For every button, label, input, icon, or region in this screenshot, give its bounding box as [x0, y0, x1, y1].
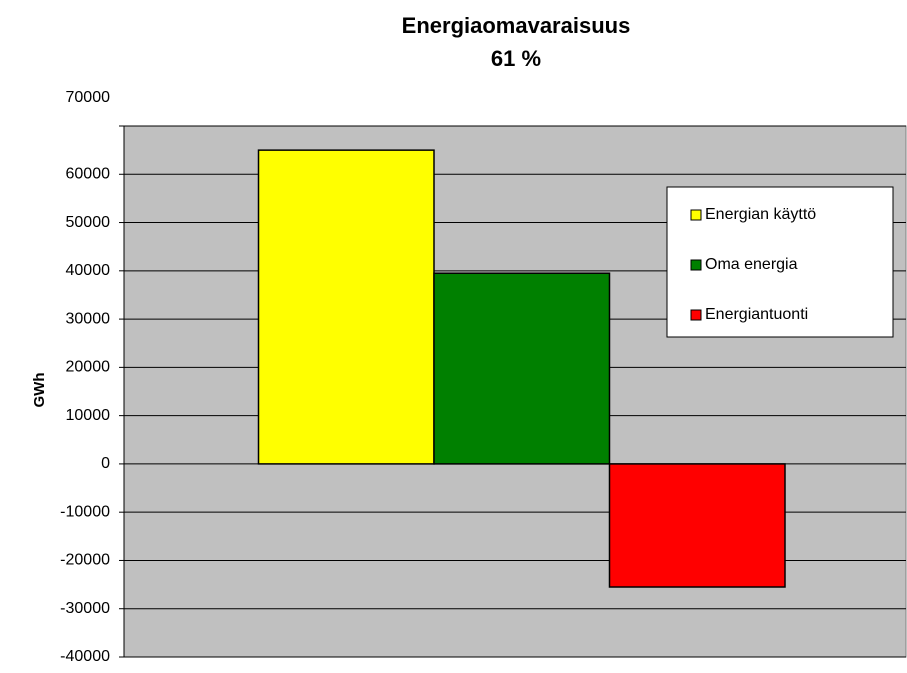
- y-tick-label: -20000: [60, 552, 110, 569]
- y-tick-label: -30000: [60, 600, 110, 617]
- y-tick-label: 30000: [66, 310, 111, 327]
- legend-label: Energian käyttö: [705, 206, 816, 223]
- y-tick-label: 10000: [66, 407, 111, 424]
- legend-label: Energiantuonti: [705, 306, 808, 323]
- y-tick-label: 40000: [66, 262, 111, 279]
- legend-marker: [690, 209, 702, 221]
- legend-marker: [690, 259, 702, 271]
- y-tick-label: 50000: [66, 214, 111, 231]
- bar: [433, 272, 611, 465]
- legend-marker: [690, 309, 702, 321]
- y-tick-label: 0: [101, 455, 110, 472]
- bar: [608, 463, 786, 588]
- legend-label: Oma energia: [705, 256, 798, 273]
- chart-subtitle: 61 %: [491, 46, 541, 71]
- legend-box: [666, 186, 894, 338]
- y-tick-label: 70000: [66, 89, 111, 106]
- y-axis-label: GWh: [31, 373, 48, 408]
- chart-title: Energiaomavaraisuus: [402, 13, 631, 38]
- y-tick-label: -10000: [60, 503, 110, 520]
- y-tick-label: 20000: [66, 359, 111, 376]
- y-tick-label: -40000: [60, 648, 110, 665]
- y-tick-label: 60000: [66, 165, 111, 182]
- bar: [257, 149, 435, 465]
